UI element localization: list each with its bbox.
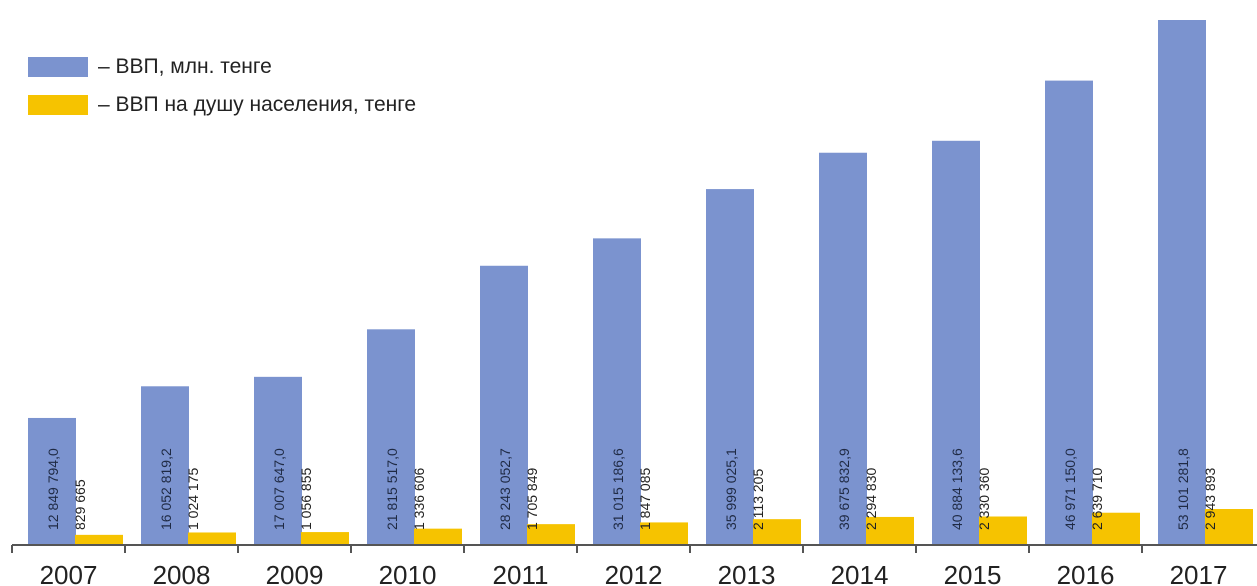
legend-item-gdp-per-capita: – ВВП на душу населения, тенге <box>28 86 416 124</box>
bar-gdp-2009 <box>254 376 302 545</box>
bar-gdp-per-capita-2015 <box>979 516 1027 545</box>
bar-label-gdp-2010: 21 815 517,0 <box>384 448 400 530</box>
bar-label-gdp-per-capita-2017: 2 943 893 <box>1202 468 1218 530</box>
bar-gdp-2007 <box>28 417 76 545</box>
x-tick-label-2010: 2010 <box>379 560 437 586</box>
bar-label-gdp-2014: 39 675 832,9 <box>836 448 852 530</box>
bar-label-gdp-2011: 28 243 052,7 <box>497 448 513 530</box>
bar-labels-group: 12 849 794,0 829 665 16 052 819,2 1 024 175… <box>45 448 1218 530</box>
bar-gdp-per-capita-2011 <box>527 524 575 545</box>
bar-label-gdp-2013: 35 999 025,1 <box>723 448 739 530</box>
bar-label-gdp-per-capita-2015: 2 330 360 <box>976 468 992 530</box>
x-ticks-group <box>11 545 1143 553</box>
bar-gdp-per-capita-2017 <box>1205 509 1253 545</box>
bar-label-gdp-2012: 31 015 186,6 <box>610 448 626 530</box>
bar-gdp-per-capita-2007 <box>75 534 123 545</box>
bar-gdp-2014 <box>819 152 867 545</box>
bar-label-gdp-per-capita-2012: 1 847 085 <box>637 468 653 530</box>
x-tick-labels-group: 2007 2008 2009 2010 2011 2012 2013 2014 2015 2016… <box>40 560 1228 586</box>
bar-label-gdp-per-capita-2011: 1 705 849 <box>524 468 540 530</box>
bar-label-gdp-per-capita-2014: 2 294 830 <box>863 468 879 530</box>
bar-label-gdp-2009: 17 007 647,0 <box>271 448 287 530</box>
bar-gdp-2012 <box>593 238 641 545</box>
x-tick-label-2014: 2014 <box>831 560 889 586</box>
bar-gdp-2015 <box>932 140 980 546</box>
bar-gdp-2011 <box>480 265 528 545</box>
bar-gdp-per-capita-2016 <box>1092 512 1140 545</box>
bar-gdp-2008 <box>141 386 189 545</box>
x-tick-label-2008: 2008 <box>153 560 211 586</box>
legend: – ВВП, млн. тенге – ВВП на душу населени… <box>28 48 416 124</box>
bar-gdp-2013 <box>706 189 754 545</box>
bar-gdp-per-capita-2008 <box>188 532 236 545</box>
bar-gdp-2016 <box>1045 80 1093 546</box>
bars-group <box>28 20 1253 546</box>
legend-label-gdp: – ВВП, млн. тенге <box>98 55 272 78</box>
bar-label-gdp-2017: 53 101 281,8 <box>1175 448 1191 530</box>
x-tick-label-2015: 2015 <box>944 560 1002 586</box>
legend-label-gdp-per-capita: – ВВП на душу населения, тенге <box>98 93 417 116</box>
bar-gdp-per-capita-2014 <box>866 516 914 545</box>
bar-label-gdp-per-capita-2013: 2 113 205 <box>750 469 766 530</box>
x-tick-label-2009: 2009 <box>266 560 324 586</box>
bar-label-gdp-2008: 16 052 819,2 <box>158 448 174 530</box>
bar-label-gdp-per-capita-2009: 1 056 855 <box>298 468 314 530</box>
x-tick-label-2016: 2016 <box>1057 560 1115 586</box>
bar-gdp-2017 <box>1158 20 1206 545</box>
bar-gdp-per-capita-2010 <box>414 528 462 545</box>
legend-item-gdp: – ВВП, млн. тенге <box>28 48 416 86</box>
x-tick-label-2013: 2013 <box>718 560 776 586</box>
bar-gdp-per-capita-2013 <box>753 519 801 545</box>
bar-label-gdp-2015: 40 884 133,6 <box>949 448 965 530</box>
bar-gdp-per-capita-2009 <box>301 532 349 545</box>
x-tick-label-2011: 2011 <box>493 560 549 586</box>
x-tick-label-2012: 2012 <box>605 560 663 586</box>
bar-label-gdp-2016: 46 971 150,0 <box>1062 448 1078 530</box>
bar-gdp-2010 <box>367 329 415 545</box>
x-tick-label-2007: 2007 <box>40 560 98 586</box>
legend-swatch-gdp <box>28 57 88 77</box>
bar-label-gdp-per-capita-2010: 1 336 606 <box>411 468 427 530</box>
bar-label-gdp-per-capita-2007: 829 665 <box>72 479 88 530</box>
bar-label-gdp-per-capita-2008: 1 024 175 <box>185 468 201 530</box>
bar-label-gdp-per-capita-2016: 2 639 710 <box>1089 468 1105 530</box>
legend-swatch-gdp-per-capita <box>28 95 88 115</box>
bar-label-gdp-2007: 12 849 794,0 <box>45 448 61 530</box>
bar-gdp-per-capita-2012 <box>640 522 688 545</box>
x-tick-label-2017: 2017 <box>1170 560 1228 586</box>
